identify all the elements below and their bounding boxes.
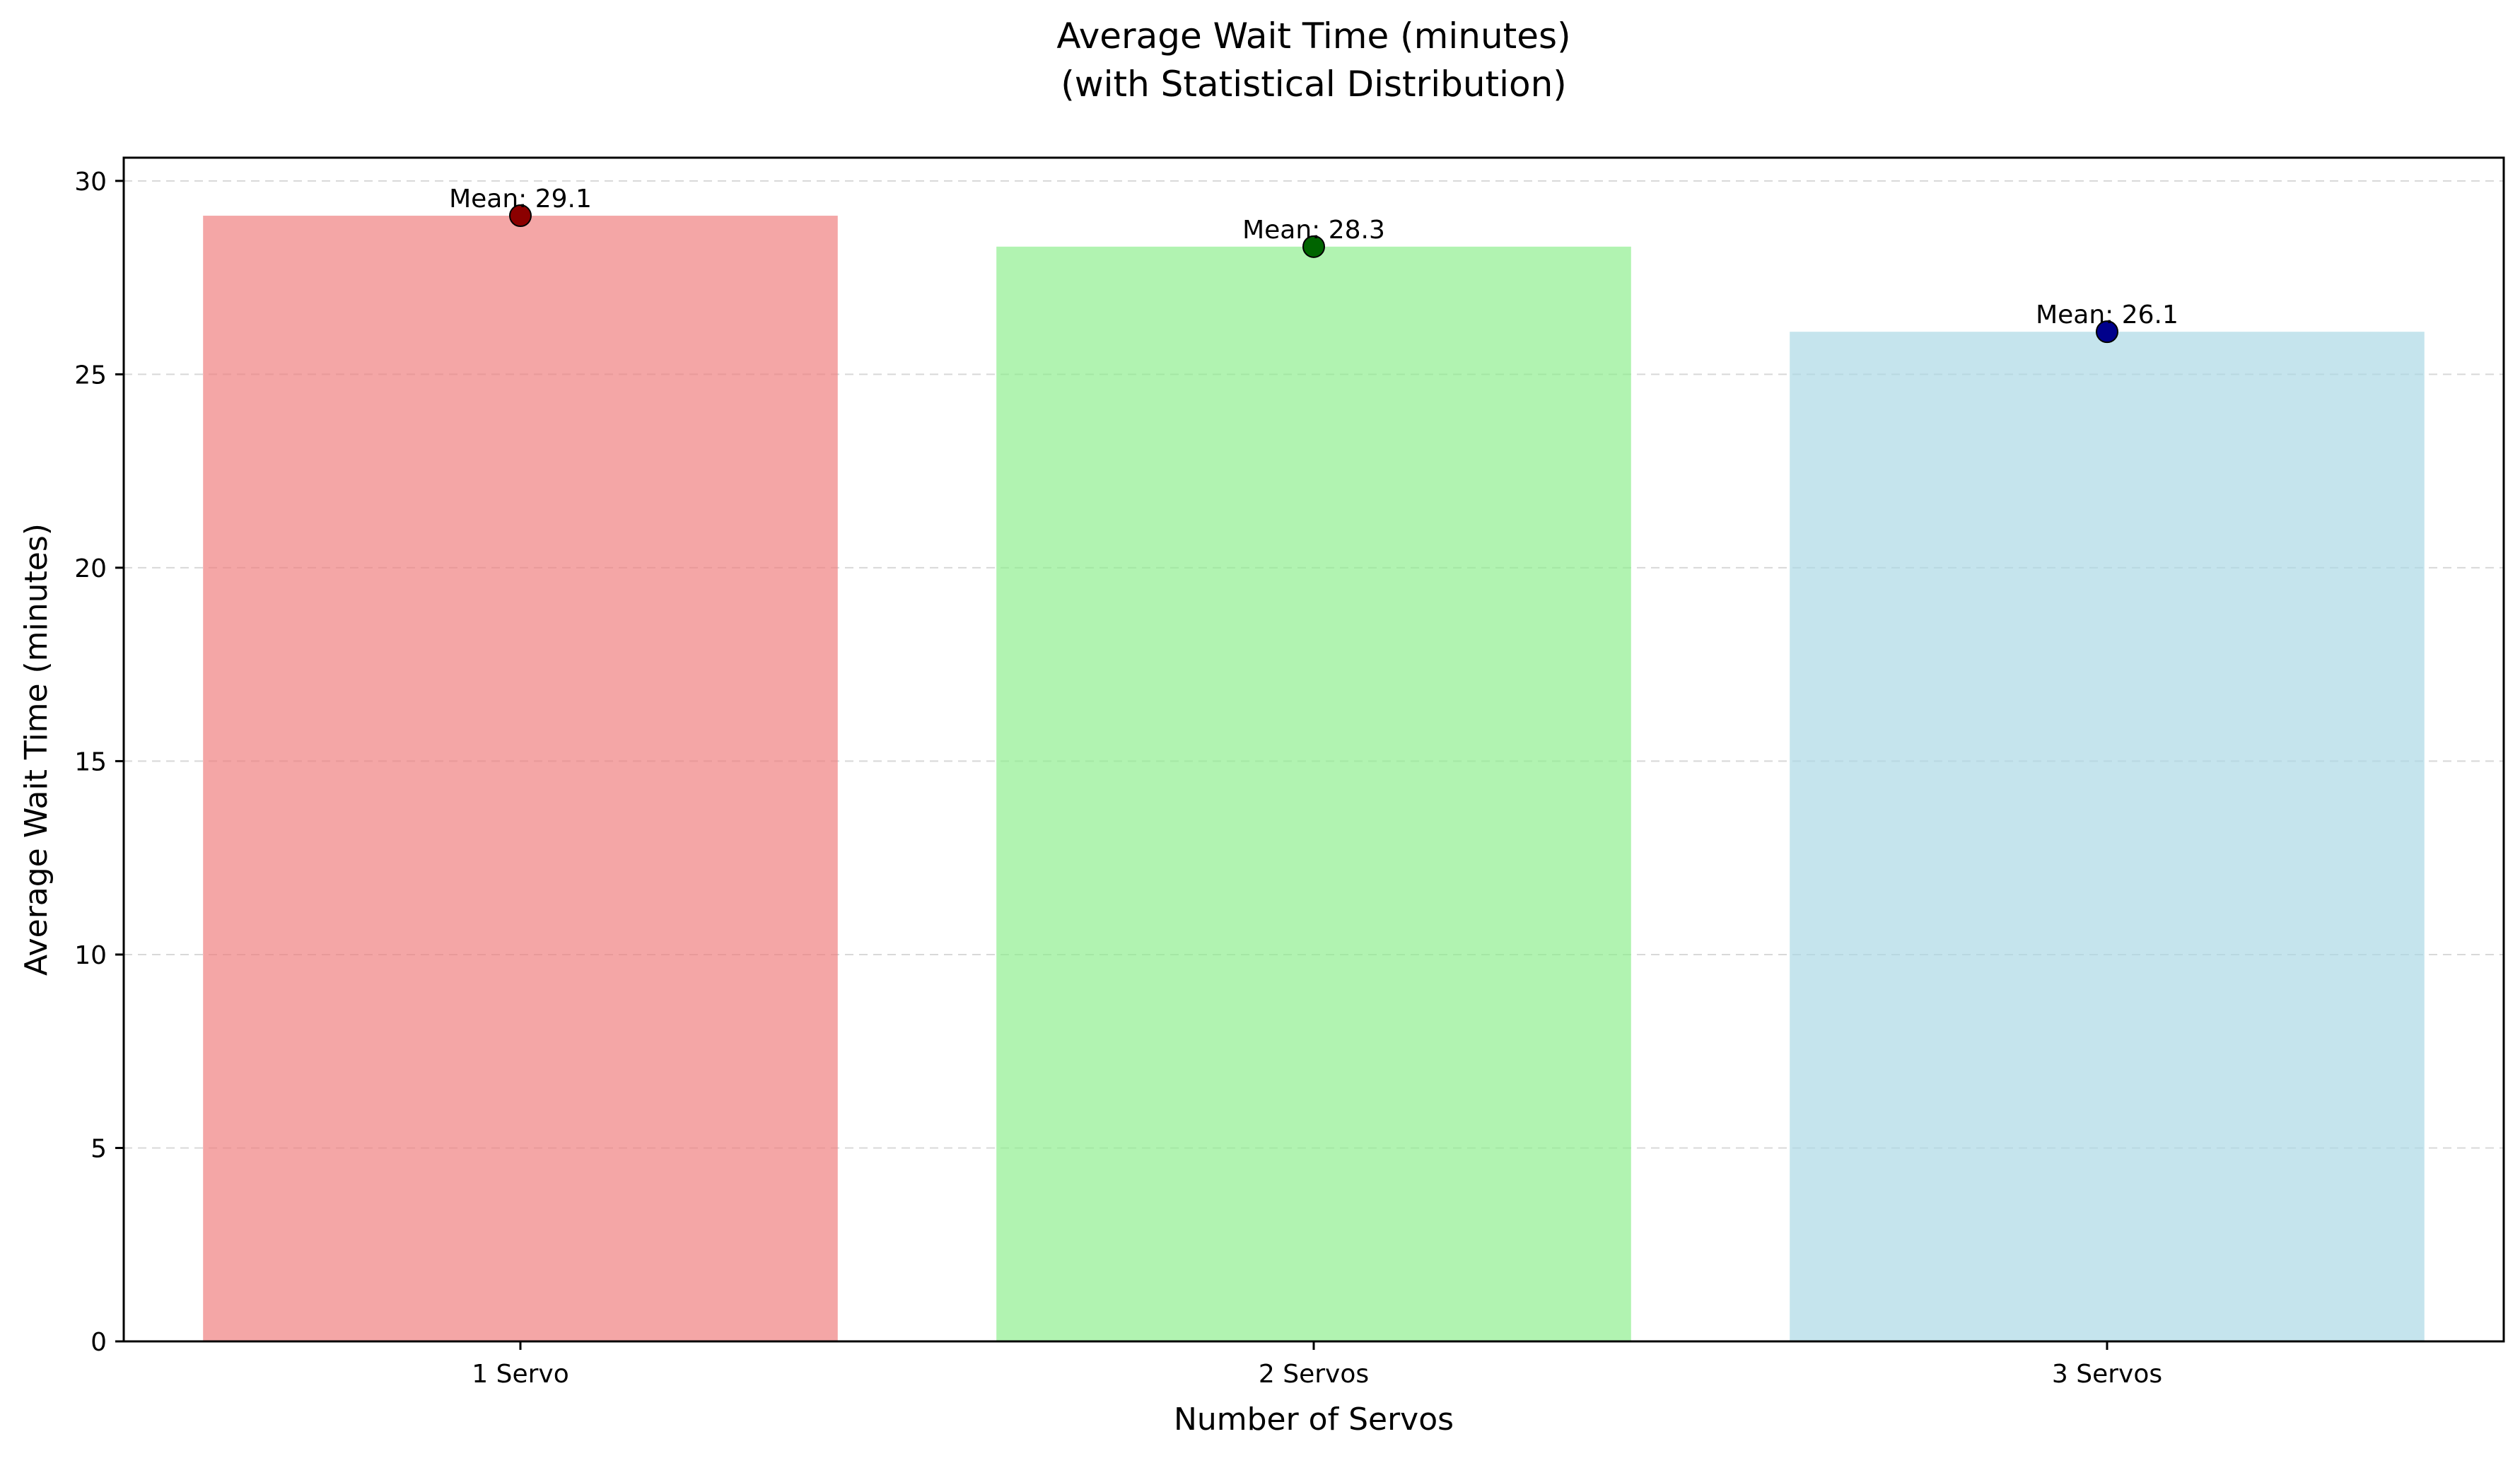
x-tick-label: 2 Servos (1259, 1360, 1369, 1389)
x-tick-label: 1 Servo (472, 1360, 568, 1389)
bar-1 (203, 216, 838, 1341)
bars-layer (203, 216, 2425, 1342)
markers-layer (509, 204, 2118, 344)
mean-label-1: Mean: 29.1 (449, 185, 592, 214)
chart-title-line1: Average Wait Time (minutes) (1056, 16, 1570, 57)
bar-2 (996, 246, 1631, 1342)
mean-marker-1 (509, 204, 532, 228)
x-tick-label: 3 Servos (2052, 1360, 2162, 1389)
y-tick-label: 0 (91, 1328, 107, 1357)
chart-title-line2: (with Statistical Distribution) (1061, 64, 1567, 105)
y-tick-label: 25 (74, 361, 107, 390)
data-labels-layer: Mean: 29.1 Mean: 28.3 Mean: 26.1 (449, 185, 2178, 330)
x-axis-ticks: 1 Servo 2 Servos 3 Servos (472, 1341, 2162, 1389)
mean-label-3: Mean: 26.1 (2036, 301, 2178, 330)
mean-label-2: Mean: 28.3 (1242, 216, 1385, 245)
mean-marker-3 (2096, 320, 2118, 344)
bar-3 (1790, 332, 2425, 1341)
y-tick-label: 15 (74, 747, 107, 776)
x-axis-label: Number of Servos (1174, 1401, 1454, 1438)
y-axis-label: Average Wait Time (minutes) (18, 523, 54, 976)
y-tick-label: 20 (74, 554, 107, 583)
y-tick-label: 30 (74, 168, 107, 197)
y-tick-label: 5 (91, 1134, 107, 1163)
y-axis-ticks: 0 5 10 15 20 25 30 (74, 168, 124, 1357)
mean-marker-2 (1302, 235, 1325, 258)
y-tick-label: 10 (74, 941, 107, 970)
